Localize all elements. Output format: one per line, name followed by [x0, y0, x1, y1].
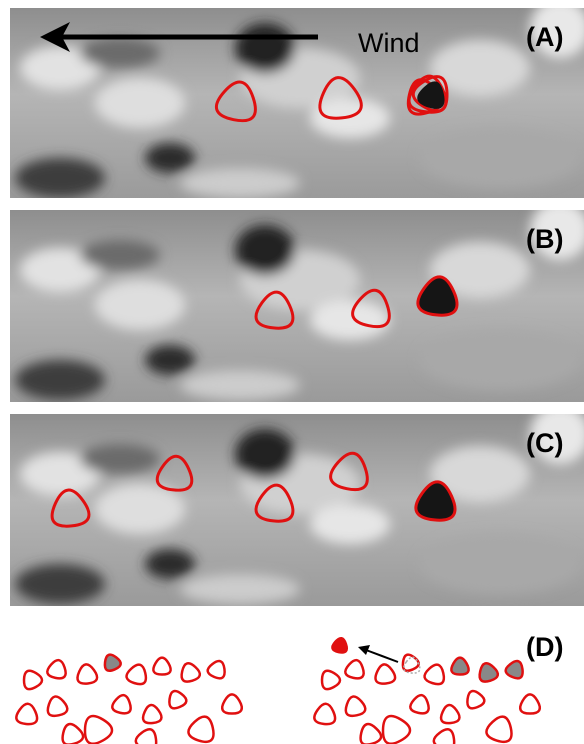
- rock: [182, 663, 200, 681]
- rock: [486, 717, 511, 742]
- page: {"panels": [{"label": "(A)", "annotation…: [0, 0, 584, 744]
- rock: [85, 716, 112, 744]
- rock: [169, 691, 186, 708]
- rock: [63, 724, 84, 744]
- panel-label: (C): [526, 428, 563, 458]
- texture-blob: [180, 574, 300, 604]
- rock: [153, 658, 170, 675]
- texture-blob: [235, 429, 295, 479]
- texture-blob: [180, 168, 300, 198]
- texture-blob: [235, 23, 295, 73]
- rock: [441, 705, 459, 723]
- rock: [222, 694, 242, 713]
- rock: [16, 704, 37, 724]
- rock: [127, 665, 146, 684]
- rock: [136, 729, 156, 744]
- rock: [467, 691, 484, 708]
- panel-label: (B): [526, 224, 563, 254]
- rock: [208, 661, 225, 678]
- rock: [506, 661, 523, 678]
- rock: [375, 664, 395, 683]
- texture-blob: [310, 504, 390, 544]
- texture-blob: [145, 143, 195, 173]
- dark-red-rock: [332, 638, 347, 653]
- texture-blob: [95, 484, 185, 534]
- texture-blob: [420, 330, 580, 390]
- rock: [47, 660, 65, 678]
- rock: [520, 694, 540, 713]
- texture-blob: [80, 38, 160, 68]
- rock: [105, 655, 121, 671]
- rock: [383, 716, 410, 744]
- texture-blob: [15, 564, 105, 604]
- texture-blob: [80, 444, 160, 474]
- texture-blob: [235, 225, 295, 275]
- texture-blob: [420, 128, 580, 188]
- move-arrow: [366, 650, 398, 662]
- rock: [143, 705, 161, 723]
- rock: [112, 695, 130, 713]
- rock: [434, 729, 454, 744]
- rock: [345, 660, 363, 678]
- rock: [451, 658, 468, 675]
- texture-blob: [95, 78, 185, 128]
- rock: [410, 695, 428, 713]
- rock: [77, 664, 97, 683]
- rock: [48, 697, 68, 716]
- photo: [10, 404, 584, 606]
- texture-blob: [15, 158, 105, 198]
- texture-blob: [145, 345, 195, 375]
- rock: [346, 697, 366, 716]
- wind-label: Wind: [358, 28, 420, 58]
- rock: [322, 671, 340, 689]
- photo-panels: [10, 0, 584, 606]
- texture-blob: [145, 549, 195, 579]
- rock: [188, 717, 213, 742]
- rock: [480, 663, 498, 681]
- texture-blob: [180, 370, 300, 400]
- texture-blob: [310, 300, 390, 340]
- texture-blob: [420, 534, 580, 594]
- figure: Wind (A) (B) (C) (D): [0, 0, 584, 744]
- rock: [361, 724, 382, 744]
- photo: [10, 0, 584, 200]
- texture-blob: [95, 280, 185, 330]
- texture-blob: [15, 360, 105, 400]
- panel-label: (D): [526, 632, 563, 662]
- rock: [24, 671, 42, 689]
- panel-label: (A): [526, 22, 563, 52]
- rock: [425, 665, 444, 684]
- rock: [314, 704, 335, 724]
- photo: [10, 200, 584, 402]
- texture-blob: [80, 240, 160, 270]
